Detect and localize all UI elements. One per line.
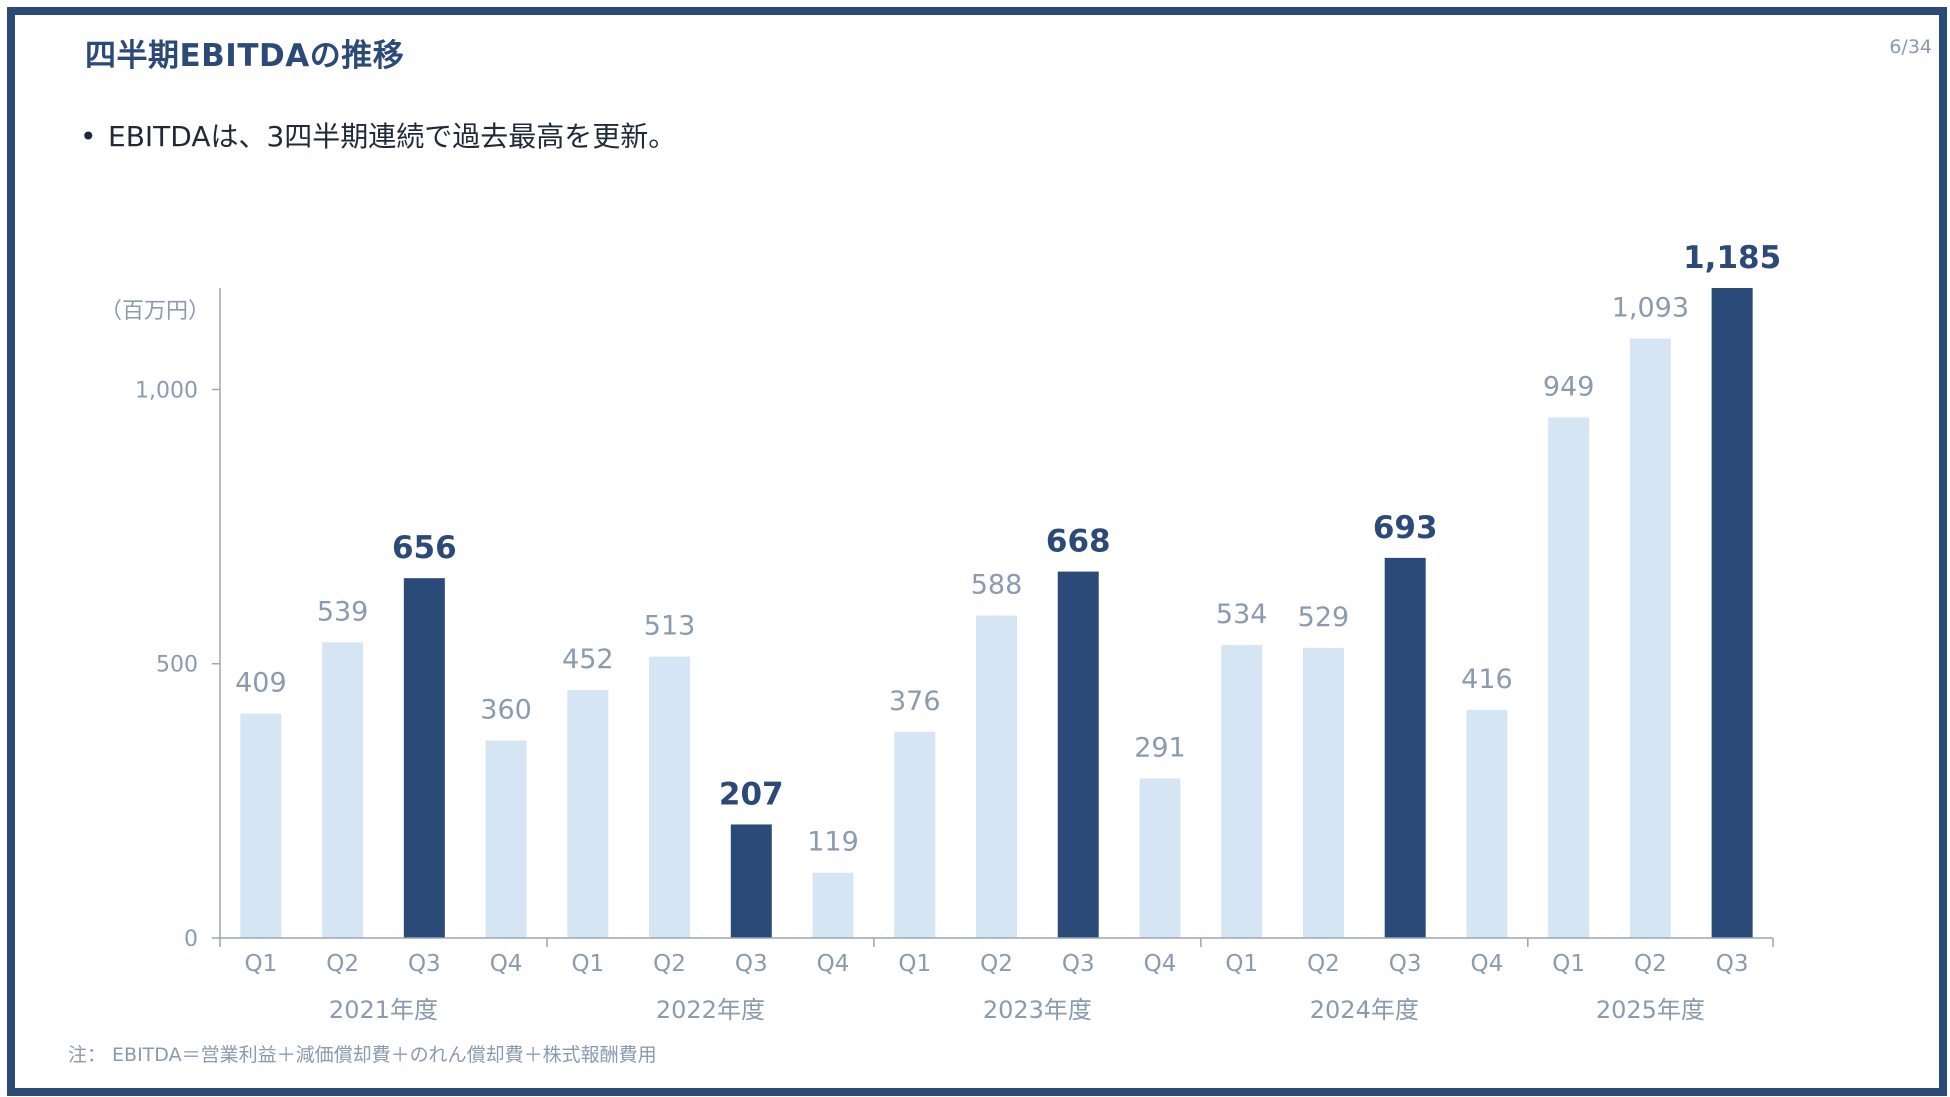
x-category-label: Q3 [1389, 951, 1422, 977]
x-category-label: Q1 [244, 951, 277, 977]
value-labels: 409 539 656 360 452 513 207 119 376 588 668 291 534 5… [235, 240, 1781, 858]
bullet-text: EBITDAは、3四半期連続で過去最高を更新。 [108, 120, 677, 153]
x-category-label: Q3 [735, 951, 768, 977]
x-category-label: Q3 [1062, 951, 1095, 977]
bar-value-label: 452 [562, 644, 614, 675]
bar-value-label: 693 [1373, 510, 1438, 546]
bar [976, 615, 1017, 938]
y-tick-label: 0 [184, 927, 198, 952]
bar-value-label: 291 [1134, 732, 1186, 763]
bar [1629, 338, 1671, 939]
bar-value-label: 1,093 [1612, 292, 1689, 323]
x-category-label: Q2 [1634, 951, 1667, 977]
x-category-label: Q3 [408, 951, 441, 977]
bar-value-label: 588 [971, 569, 1023, 600]
y-tick-label: 500 [156, 653, 198, 678]
bar [1139, 778, 1181, 938]
bullet-marker: • [80, 120, 97, 153]
footnote: 注： EBITDA＝営業利益＋減価償却費＋のれん償却費＋株式報酬費用 [68, 1044, 657, 1066]
x-group-label: 2021年度 [329, 996, 438, 1024]
x-category-label: Q4 [1144, 951, 1177, 977]
bar [322, 642, 364, 938]
x-group-label: 2025年度 [1596, 996, 1705, 1024]
bar-value-label: 119 [807, 827, 859, 858]
x-category-label: Q1 [1552, 951, 1585, 977]
bar [894, 731, 936, 938]
bar-highlighted [403, 578, 445, 938]
bar-highlighted [1711, 288, 1753, 938]
y-axis: 0 500 1,000 [135, 288, 221, 952]
x-category-label: Q4 [1471, 951, 1504, 977]
bar [1548, 417, 1590, 938]
x-category-label: Q2 [980, 951, 1013, 977]
bar-highlighted [730, 824, 772, 938]
unit-label: （百万円） [100, 299, 210, 324]
bars [240, 288, 1753, 939]
bar-value-label: 416 [1461, 664, 1513, 695]
x-category-label: Q2 [326, 951, 359, 977]
x-category-label: Q4 [817, 951, 850, 977]
bar [567, 690, 609, 938]
bar-value-label: 949 [1543, 371, 1595, 402]
bar [240, 713, 282, 938]
bar [1466, 709, 1508, 938]
bar-value-label: 207 [719, 776, 784, 812]
bar [812, 872, 854, 938]
x-category-label: Q3 [1716, 951, 1749, 977]
slide-title: 四半期EBITDAの推移 [85, 38, 405, 74]
bar [1221, 645, 1263, 938]
bar-value-label: 1,185 [1683, 240, 1781, 276]
bar [649, 656, 691, 938]
x-group-label: 2022年度 [656, 996, 765, 1024]
page-number: 6/34 [1889, 36, 1932, 58]
x-category-label: Q4 [490, 951, 523, 977]
x-category-label: Q2 [1307, 951, 1340, 977]
bar-highlighted [1384, 557, 1426, 938]
x-group-label: 2024年度 [1310, 996, 1419, 1024]
bar-value-label: 376 [889, 686, 941, 717]
x-group-label: 2023年度 [983, 996, 1092, 1024]
x-category-label: Q2 [653, 951, 686, 977]
y-tick-label: 1,000 [135, 378, 198, 403]
bar [1302, 647, 1344, 938]
x-category-label: Q1 [571, 951, 604, 977]
bar-value-label: 513 [644, 611, 696, 642]
x-category-label: Q1 [1225, 951, 1258, 977]
bullet-point: • EBITDAは、3四半期連続で過去最高を更新。 [80, 115, 676, 155]
bar-value-label: 360 [480, 695, 532, 726]
x-category-label: Q1 [898, 951, 931, 977]
bar-value-label: 656 [392, 530, 457, 566]
bar-value-label: 529 [1298, 602, 1350, 633]
bar-value-label: 534 [1216, 599, 1268, 630]
bar [485, 740, 527, 938]
bar-value-label: 668 [1046, 524, 1111, 560]
bar-highlighted [1057, 571, 1099, 938]
x-axis: Q1 Q2 Q3 Q4 Q1 Q2 Q3 Q4 Q1 Q2 Q3 Q4 Q1 Q2 Q3 Q4 Q1 Q2 Q3 20… [219, 937, 1774, 1024]
bar-value-label: 409 [235, 668, 287, 699]
bar-value-label: 539 [317, 596, 369, 627]
